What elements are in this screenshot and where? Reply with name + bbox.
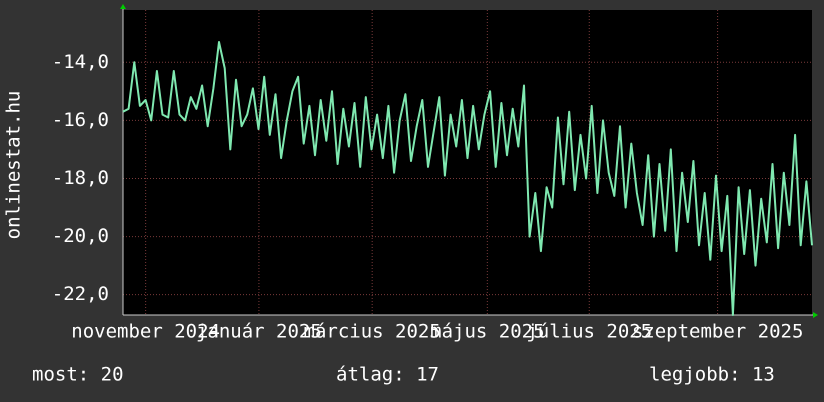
data-line	[122, 41, 813, 316]
y-tick-label: -14,0	[52, 51, 109, 73]
x-axis-arrow	[813, 312, 818, 318]
y-tick-label: -16,0	[52, 109, 109, 131]
x-tick-label: január 2025	[196, 321, 322, 343]
x-tick-label: november 2024	[71, 321, 220, 343]
plot-area	[123, 10, 812, 315]
footer-now: most: 20	[32, 364, 124, 386]
y-tick-label: -20,0	[52, 225, 109, 247]
x-tick-label: május 2025	[430, 321, 544, 343]
y-tick-label: -18,0	[52, 167, 109, 189]
footer-average: átlag: 17	[336, 364, 439, 386]
x-tick-label: július 2025	[526, 321, 652, 343]
y-tick-label: -22,0	[52, 283, 109, 305]
y-axis-arrow	[120, 4, 126, 9]
y-axis-label: onlinestat.hu	[3, 91, 25, 240]
footer-best: legjobb: 13	[649, 364, 775, 386]
x-tick-label: szeptember 2025	[632, 321, 804, 343]
x-tick-label: március 2025	[304, 321, 441, 343]
